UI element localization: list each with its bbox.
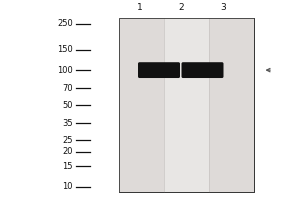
Text: 15: 15 xyxy=(62,162,73,171)
Text: 35: 35 xyxy=(62,119,73,128)
Text: 10: 10 xyxy=(62,182,73,191)
FancyBboxPatch shape xyxy=(138,62,180,78)
Text: 70: 70 xyxy=(62,84,73,93)
Bar xyxy=(208,18,253,192)
FancyBboxPatch shape xyxy=(182,62,224,78)
Text: 2: 2 xyxy=(179,3,184,12)
Text: 100: 100 xyxy=(57,66,73,75)
Text: 25: 25 xyxy=(62,136,73,145)
Text: 250: 250 xyxy=(57,19,73,28)
Text: 1: 1 xyxy=(136,3,142,12)
Text: 20: 20 xyxy=(62,147,73,156)
Bar xyxy=(164,18,208,192)
Text: 50: 50 xyxy=(62,101,73,110)
Bar xyxy=(118,18,164,192)
Bar xyxy=(118,18,254,192)
Bar xyxy=(118,18,254,192)
Text: 150: 150 xyxy=(57,45,73,54)
Text: 3: 3 xyxy=(220,3,226,12)
